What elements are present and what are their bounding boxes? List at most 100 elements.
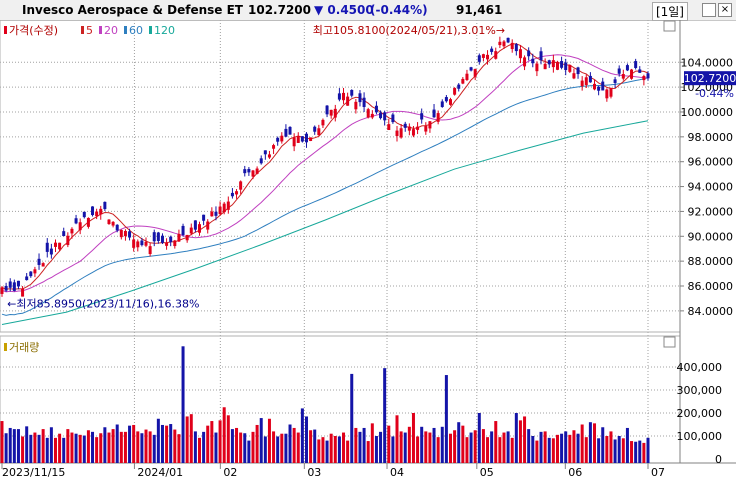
candle-body <box>304 133 308 143</box>
volume-bar <box>321 437 325 463</box>
volume-bar <box>243 433 247 463</box>
volume-bar <box>37 434 41 463</box>
volume-panel-maximize-button[interactable] <box>663 336 676 348</box>
volume-bar <box>160 424 164 463</box>
candle-body <box>198 224 202 233</box>
ma5-path <box>1 43 649 290</box>
legend-swatch <box>99 26 102 34</box>
volume-bar <box>115 424 119 463</box>
volume-bar <box>518 420 522 463</box>
volume-bar <box>514 413 518 463</box>
volume-bar <box>358 431 362 463</box>
candle-body <box>572 73 576 79</box>
y-tick-label: 100.0000 <box>681 106 734 119</box>
candle-body <box>251 170 255 177</box>
volume-bar <box>189 414 193 463</box>
volume-bar <box>21 436 25 463</box>
y-tick-label: 104.0000 <box>681 56 734 69</box>
candle-body <box>333 108 337 118</box>
candle-body <box>123 230 127 237</box>
candle-body <box>41 263 45 267</box>
volume-bar <box>523 416 527 463</box>
candle-body <box>247 168 251 173</box>
candle-body <box>346 96 350 106</box>
volume-bar <box>543 431 547 463</box>
volume-bar <box>123 431 127 463</box>
candle-body <box>12 282 16 291</box>
volume-bar <box>29 434 33 463</box>
candle-body <box>103 201 107 210</box>
legend-swatch <box>4 26 7 34</box>
candle-body <box>119 230 123 238</box>
volume-bar <box>165 425 169 463</box>
volume-bar <box>82 435 86 463</box>
price-panel-maximize-button[interactable] <box>663 20 676 32</box>
volume-bar <box>226 415 230 463</box>
candle-body <box>609 88 613 97</box>
volume-axis: 0 100,000 200,000 300,000 400,000 <box>677 361 723 466</box>
candle-body <box>259 158 263 164</box>
candle-body <box>580 80 584 87</box>
volume-bar <box>333 436 337 463</box>
candle-body <box>473 69 477 77</box>
period-selector[interactable]: [1일] <box>651 2 688 21</box>
candle-body <box>58 242 62 250</box>
volume-bar <box>436 437 440 463</box>
volume-bar <box>379 431 383 463</box>
grid-lines <box>0 20 680 463</box>
candle-body <box>621 74 625 79</box>
volume-bar <box>580 424 584 463</box>
title-bar: Invesco Aerospace & Defense ET 102.7200 … <box>0 0 736 21</box>
candle-body <box>642 76 646 81</box>
candle-body <box>531 58 535 64</box>
volume-bar <box>86 430 90 463</box>
candle-body <box>82 211 86 218</box>
candle-body <box>181 225 185 235</box>
volume-bar <box>354 427 358 463</box>
volume-bar <box>461 425 465 463</box>
volume-bar <box>202 431 206 463</box>
volume-bar <box>78 434 82 463</box>
volume-bar <box>317 439 321 463</box>
candle-body <box>432 109 436 118</box>
volume-bar <box>272 431 276 463</box>
volume-bar <box>605 436 609 463</box>
y-tick-label: 96.0000 <box>688 156 734 169</box>
candle-body <box>288 126 292 135</box>
candle-body <box>156 232 160 241</box>
x-tick-label: 07 <box>651 466 665 479</box>
x-tick-label: 2024/01 <box>137 466 183 479</box>
volume-bar <box>588 422 592 463</box>
candle-body <box>325 105 329 115</box>
volume-bar <box>469 432 473 463</box>
candle-body <box>514 44 518 52</box>
candle-body <box>634 61 638 68</box>
candle-body <box>115 224 119 231</box>
volume-bar <box>564 431 568 463</box>
restore-window-button[interactable] <box>702 3 716 17</box>
volume-bar <box>276 436 280 463</box>
candle-body <box>560 61 564 68</box>
candle-body <box>49 248 53 255</box>
volume-bar <box>313 429 317 463</box>
ma20-path <box>1 54 649 293</box>
y-tick-label: 86.0000 <box>688 280 734 293</box>
legend-swatch <box>4 343 7 351</box>
volume-bar <box>444 375 448 463</box>
volume-bar <box>502 432 506 463</box>
candle-body <box>510 42 514 50</box>
candle-body <box>173 240 177 247</box>
candle-body <box>202 214 206 221</box>
volume-bar <box>33 432 37 463</box>
high-annotation: 최고105.8100(2024/05/21),3.01%→ <box>313 24 505 37</box>
volume-bar <box>111 429 115 463</box>
candle-body <box>107 219 111 225</box>
volume-bar <box>58 433 62 463</box>
close-window-button[interactable]: × <box>718 3 732 17</box>
candle-body <box>420 113 424 120</box>
volume-bar <box>531 436 535 463</box>
volume-bar <box>593 423 597 463</box>
volume-bar <box>440 426 444 463</box>
volume-bar <box>494 421 498 463</box>
volume-bar <box>66 429 70 463</box>
